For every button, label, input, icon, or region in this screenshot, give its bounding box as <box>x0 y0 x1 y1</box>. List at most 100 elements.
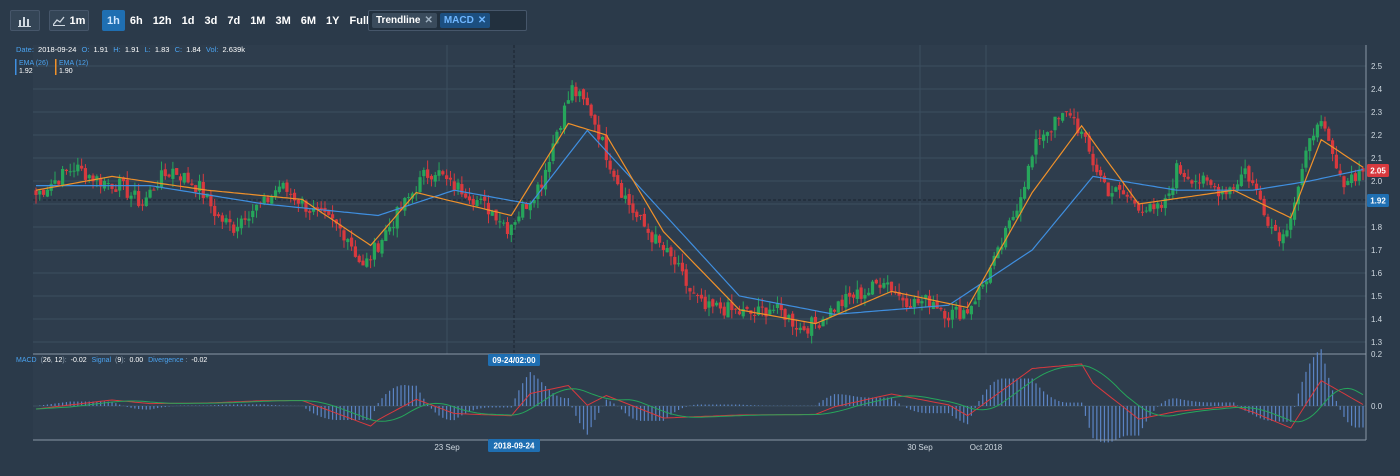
candle <box>574 82 578 103</box>
candle <box>1209 178 1213 189</box>
close-icon[interactable]: ✕ <box>424 15 433 26</box>
range-3d[interactable]: 3d <box>204 14 218 27</box>
range-7d[interactable]: 7d <box>227 14 241 27</box>
candle <box>680 253 684 276</box>
candle <box>460 176 464 198</box>
candle <box>882 278 886 289</box>
range-3m[interactable]: 3M <box>275 14 291 27</box>
interval-button[interactable]: 1m <box>49 10 89 31</box>
candle <box>540 175 544 197</box>
high-label: H: <box>113 45 121 54</box>
candle <box>338 218 342 237</box>
candle <box>34 187 38 204</box>
macd-legend-prefix: MACD <box>16 357 37 364</box>
candle <box>692 285 696 294</box>
candle <box>889 281 894 296</box>
ema26-name: EMA (26) <box>19 60 48 67</box>
range-6h[interactable]: 6h <box>129 14 143 27</box>
toolbar: 1m 1h 6h 12h 1d 3d 7d 1M 3M 6M 1Y Full Trendline ✕… <box>0 0 1400 40</box>
candle <box>471 195 475 211</box>
range-1d[interactable]: 1d <box>181 14 195 27</box>
candle <box>1091 146 1095 172</box>
candle <box>61 165 65 188</box>
candle <box>1019 189 1023 222</box>
candle <box>981 283 985 290</box>
candle <box>372 237 377 267</box>
candle <box>159 161 164 190</box>
candle <box>943 308 947 328</box>
candle <box>665 239 669 253</box>
candle <box>80 158 84 171</box>
candle <box>1251 172 1255 186</box>
candle <box>220 212 224 230</box>
candle <box>391 221 396 236</box>
candle <box>1194 174 1198 189</box>
candle <box>342 228 346 248</box>
candle <box>152 187 156 191</box>
candle <box>638 214 643 221</box>
ema12-line <box>35 122 1364 325</box>
candle <box>1323 116 1327 132</box>
candle <box>349 230 354 251</box>
candle <box>1022 181 1027 201</box>
range-6m[interactable]: 6M <box>300 14 317 27</box>
candle <box>806 326 810 339</box>
candle <box>585 92 589 106</box>
candle <box>422 167 426 185</box>
candle <box>623 187 627 204</box>
macd-line <box>35 363 1364 429</box>
candle <box>502 219 506 226</box>
candle <box>42 189 46 198</box>
candle <box>1239 166 1243 188</box>
candle <box>357 254 361 264</box>
bar-chart-button[interactable] <box>10 10 40 31</box>
candle <box>901 293 905 308</box>
candle <box>137 183 141 208</box>
candle <box>578 89 582 103</box>
candle <box>281 181 285 190</box>
range-1y[interactable]: 1Y <box>326 14 340 27</box>
range-1h[interactable]: 1h <box>102 10 125 31</box>
candle <box>190 179 194 186</box>
candle <box>163 163 167 180</box>
candle <box>1308 137 1312 161</box>
macd-panel <box>33 349 1366 443</box>
indicator-chip-macd[interactable]: MACD ✕ <box>439 13 491 28</box>
candle <box>1273 219 1278 231</box>
range-full[interactable]: Full <box>349 14 370 27</box>
candle <box>216 212 221 218</box>
candle <box>1232 183 1236 194</box>
indicator-chip-trendline[interactable]: Trendline ✕ <box>372 13 437 28</box>
range-12h[interactable]: 12h <box>152 14 172 27</box>
candle <box>167 173 171 178</box>
close-icon[interactable]: ✕ <box>477 15 487 26</box>
candle <box>950 304 954 329</box>
candle <box>144 191 148 207</box>
y-tick-label: 2.1 <box>1371 154 1383 163</box>
y-tick-label: 2.2 <box>1371 131 1383 140</box>
candle <box>429 174 434 187</box>
candle <box>927 289 932 315</box>
candle <box>289 188 293 203</box>
y-tick-label: 1.3 <box>1371 338 1383 347</box>
candle <box>768 302 772 316</box>
candle <box>772 305 776 314</box>
candle <box>703 289 707 312</box>
candle <box>958 296 962 321</box>
range-1m[interactable]: 1M <box>250 14 266 27</box>
candle <box>273 185 278 200</box>
x-tick-label: Oct 2018 <box>970 443 1003 452</box>
date-label: Date: <box>16 45 34 54</box>
candle <box>1327 126 1331 141</box>
candle <box>1038 129 1042 145</box>
candle <box>452 173 456 196</box>
candle <box>505 217 510 239</box>
indicator-box[interactable]: Trendline ✕ MACD ✕ <box>368 10 527 31</box>
candle <box>1042 130 1046 149</box>
candle <box>140 199 145 211</box>
candle <box>1258 185 1262 201</box>
candle <box>498 212 502 229</box>
candle <box>1243 159 1247 179</box>
candle <box>886 275 890 294</box>
